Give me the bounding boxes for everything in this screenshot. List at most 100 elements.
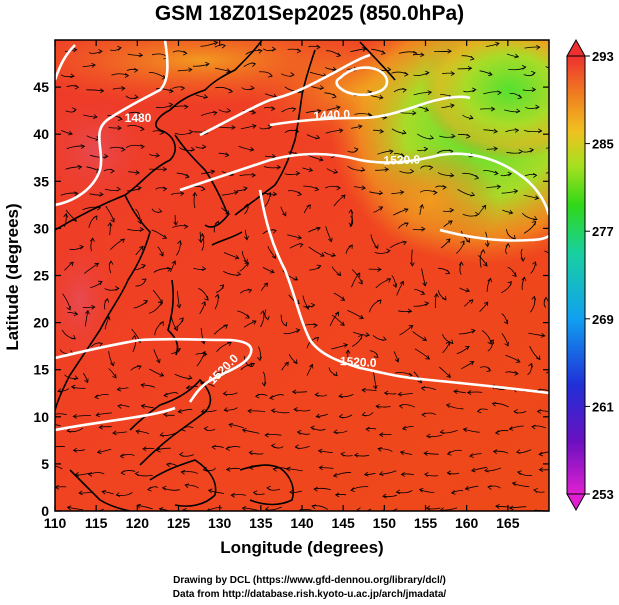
streamline: [372, 371, 377, 389]
streamline-arrow: [531, 87, 537, 93]
streamline: [500, 173, 512, 177]
colorbar-tick-label: 261: [592, 399, 614, 414]
streamline-arrow: [562, 47, 566, 51]
temperature-field: [55, 40, 549, 511]
streamline: [486, 186, 501, 189]
streamline-arrow: [80, 144, 86, 150]
contour-label: 1440.0: [313, 107, 351, 123]
streamline-arrow: [134, 67, 139, 73]
streamline-arrow: [348, 209, 354, 214]
streamline-arrow: [68, 130, 73, 136]
streamline: [293, 409, 311, 412]
streamline-arrow: [250, 362, 256, 368]
streamline-arrow: [404, 222, 409, 227]
streamline-arrow: [375, 403, 380, 409]
streamline-arrow: [184, 483, 190, 489]
streamline-arrow: [233, 190, 239, 195]
streamline-arrow: [143, 300, 149, 305]
streamline-arrow: [380, 50, 386, 55]
streamline: [548, 233, 549, 235]
streamline-arrow: [94, 262, 100, 268]
streamline-arrow: [207, 488, 213, 494]
streamline: [441, 104, 455, 108]
streamline: [486, 148, 498, 150]
streamline-arrow: [348, 244, 353, 249]
streamline: [316, 413, 328, 418]
streamline-arrow: [557, 133, 561, 137]
streamline-arrow: [226, 68, 231, 73]
streamline: [200, 327, 205, 344]
streamline: [283, 329, 300, 335]
streamline-arrow: [241, 428, 247, 433]
streamline-arrow: [404, 71, 409, 77]
streamline: [78, 491, 92, 494]
streamline-arrow: [378, 471, 384, 476]
streamline: [485, 42, 500, 47]
streamline-arrow: [340, 451, 345, 457]
streamline: [177, 69, 192, 72]
streamline-arrow: [469, 361, 475, 366]
streamline: [375, 278, 391, 289]
streamline-arrow: [378, 190, 384, 196]
streamline-arrow: [187, 375, 193, 380]
colorbar: 293 285 277 269 261 253: [566, 38, 614, 512]
streamline-arrow: [451, 133, 456, 139]
y-tick-label: 25: [33, 268, 49, 284]
streamline: [379, 470, 397, 475]
streamline: [439, 135, 456, 138]
streamline-arrow: [134, 471, 140, 477]
streamline-arrow: [357, 124, 363, 129]
x-tick-label: 120: [126, 515, 150, 531]
streamline: [88, 50, 103, 54]
streamline-arrow: [474, 211, 480, 217]
streamline-arrow: [395, 489, 401, 495]
streamline: [354, 113, 372, 116]
streamline: [151, 229, 167, 239]
streamline-arrow: [230, 492, 235, 498]
streamline: [281, 361, 289, 371]
streamline-arrow: [84, 309, 90, 315]
streamline-arrow: [213, 40, 219, 46]
streamline-arrow: [112, 373, 117, 379]
streamline-arrow: [116, 186, 121, 192]
streamline-arrow: [448, 339, 454, 344]
colorbar-tick-label: 293: [592, 49, 614, 64]
streamline-arrow: [489, 339, 494, 345]
streamline: [333, 472, 352, 477]
streamline-arrow: [514, 370, 519, 376]
streamline-arrow: [271, 153, 277, 159]
streamline: [333, 194, 346, 207]
streamline-arrow: [159, 321, 164, 326]
streamline: [548, 48, 549, 50]
streamline-arrow: [294, 444, 300, 450]
streamline-arrow: [295, 170, 301, 176]
streamline-arrow: [117, 45, 122, 51]
streamline-arrow: [298, 508, 302, 511]
streamline-arrow: [211, 444, 216, 450]
streamline-arrow: [72, 47, 78, 53]
streamline-arrow: [188, 129, 194, 135]
streamline-arrow: [378, 94, 384, 100]
streamline-arrow: [72, 447, 78, 453]
streamline-arrow: [320, 252, 325, 257]
streamline-arrow: [72, 107, 77, 113]
streamline: [201, 233, 205, 251]
streamline-arrow: [57, 388, 63, 393]
streamline: [136, 430, 150, 435]
streamline-arrow: [263, 282, 269, 288]
streamline-arrow: [400, 472, 405, 477]
x-tick-label: 110: [44, 515, 67, 531]
streamline: [242, 429, 260, 434]
streamline-arrow: [515, 358, 521, 363]
streamline-arrow: [117, 116, 123, 121]
streamline-arrow: [168, 102, 174, 108]
streamline-arrow: [203, 426, 209, 432]
streamline-arrow: [491, 401, 497, 407]
streamline-arrow: [116, 386, 122, 392]
streamline-arrow: [236, 271, 242, 277]
streamline-arrow: [552, 251, 556, 255]
streamline-arrow: [223, 407, 229, 412]
streamline: [65, 166, 82, 170]
streamline: [112, 87, 125, 90]
